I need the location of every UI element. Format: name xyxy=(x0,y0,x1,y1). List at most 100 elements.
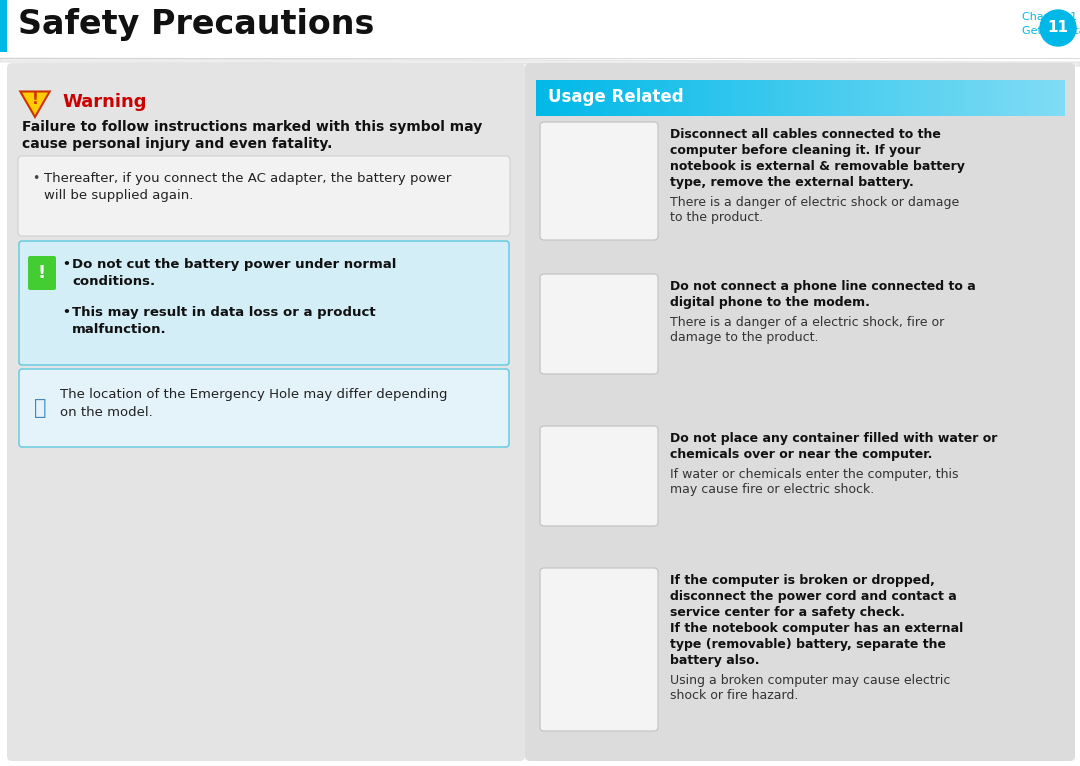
Bar xyxy=(874,80,878,116)
Bar xyxy=(890,80,893,116)
Bar xyxy=(652,80,656,116)
Bar xyxy=(771,80,774,116)
Bar xyxy=(784,80,787,116)
Text: Do not connect a phone line connected to a: Do not connect a phone line connected to… xyxy=(670,280,975,293)
Bar xyxy=(993,80,997,116)
Bar xyxy=(990,80,994,116)
Bar xyxy=(1025,80,1028,116)
Text: service center for a safety check.: service center for a safety check. xyxy=(670,606,905,619)
Text: If water or chemicals enter the computer, this: If water or chemicals enter the computer… xyxy=(670,468,959,481)
Text: conditions.: conditions. xyxy=(72,275,156,288)
Bar xyxy=(621,80,624,116)
Bar xyxy=(839,80,843,116)
Bar xyxy=(550,80,553,116)
Bar xyxy=(631,80,635,116)
Bar xyxy=(777,80,780,116)
Bar xyxy=(678,80,683,116)
Bar xyxy=(974,80,977,116)
Bar xyxy=(645,80,648,116)
Bar xyxy=(647,80,650,116)
Bar xyxy=(563,80,566,116)
Bar xyxy=(594,80,597,116)
Text: shock or fire hazard.: shock or fire hazard. xyxy=(670,689,798,702)
Text: The location of the Emergency Hole may differ depending: The location of the Emergency Hole may d… xyxy=(60,388,447,401)
Bar xyxy=(877,80,880,116)
Bar xyxy=(961,80,964,116)
Bar xyxy=(565,80,569,116)
Bar xyxy=(998,80,1001,116)
Bar xyxy=(639,80,643,116)
Text: type (removable) battery, separate the: type (removable) battery, separate the xyxy=(670,638,946,651)
Bar xyxy=(1001,80,1004,116)
Bar xyxy=(861,80,864,116)
Bar xyxy=(819,80,822,116)
Bar xyxy=(731,80,735,116)
Bar xyxy=(914,80,917,116)
Bar xyxy=(963,80,968,116)
Bar xyxy=(1022,80,1025,116)
Bar xyxy=(892,80,896,116)
Bar xyxy=(895,80,899,116)
Bar xyxy=(649,80,653,116)
Bar xyxy=(921,80,926,116)
FancyBboxPatch shape xyxy=(540,274,658,374)
Bar xyxy=(940,80,944,116)
Bar xyxy=(1035,80,1039,116)
Bar xyxy=(602,80,606,116)
Bar xyxy=(943,80,946,116)
Bar xyxy=(760,80,764,116)
FancyBboxPatch shape xyxy=(6,63,525,761)
Bar xyxy=(1014,80,1017,116)
Bar xyxy=(982,80,986,116)
Bar xyxy=(802,80,807,116)
Bar xyxy=(845,80,849,116)
Bar xyxy=(654,80,659,116)
Bar xyxy=(766,80,769,116)
Bar xyxy=(716,80,719,116)
Bar xyxy=(815,80,820,116)
Text: notebook is external & removable battery: notebook is external & removable battery xyxy=(670,160,964,173)
Bar xyxy=(937,80,941,116)
Text: This may result in data loss or a product: This may result in data loss or a produc… xyxy=(72,306,376,319)
Bar xyxy=(859,80,862,116)
Text: Disconnect all cables connected to the: Disconnect all cables connected to the xyxy=(670,128,941,141)
Text: malfunction.: malfunction. xyxy=(72,323,166,336)
Bar xyxy=(568,80,571,116)
Bar xyxy=(969,80,973,116)
Bar xyxy=(1016,80,1021,116)
Bar xyxy=(747,80,751,116)
Bar xyxy=(578,80,582,116)
Bar xyxy=(1003,80,1007,116)
Bar xyxy=(897,80,902,116)
Bar xyxy=(824,80,827,116)
Bar xyxy=(702,80,706,116)
Bar xyxy=(697,80,701,116)
Bar xyxy=(707,80,712,116)
Bar xyxy=(660,80,664,116)
Bar xyxy=(789,80,793,116)
Bar xyxy=(546,80,550,116)
Text: Getting Started: Getting Started xyxy=(1022,26,1080,36)
Bar xyxy=(930,80,933,116)
Bar xyxy=(610,80,613,116)
Bar xyxy=(570,80,573,116)
Bar xyxy=(837,80,840,116)
Text: Using a broken computer may cause electric: Using a broken computer may cause electr… xyxy=(670,674,950,687)
Text: damage to the product.: damage to the product. xyxy=(670,331,819,344)
Bar xyxy=(853,80,856,116)
Text: •: • xyxy=(62,306,70,319)
Bar xyxy=(901,80,904,116)
Text: type, remove the external battery.: type, remove the external battery. xyxy=(670,176,914,189)
Bar xyxy=(1056,80,1059,116)
Text: Do not place any container filled with water or: Do not place any container filled with w… xyxy=(670,432,997,445)
Text: !: ! xyxy=(38,264,46,282)
Bar xyxy=(1027,80,1030,116)
Bar xyxy=(718,80,721,116)
Text: disconnect the power cord and contact a: disconnect the power cord and contact a xyxy=(670,590,957,603)
Bar xyxy=(544,80,548,116)
Circle shape xyxy=(1040,10,1076,46)
Bar xyxy=(1005,80,1010,116)
Bar xyxy=(536,80,540,116)
Text: Warning: Warning xyxy=(62,93,147,111)
Bar xyxy=(692,80,696,116)
